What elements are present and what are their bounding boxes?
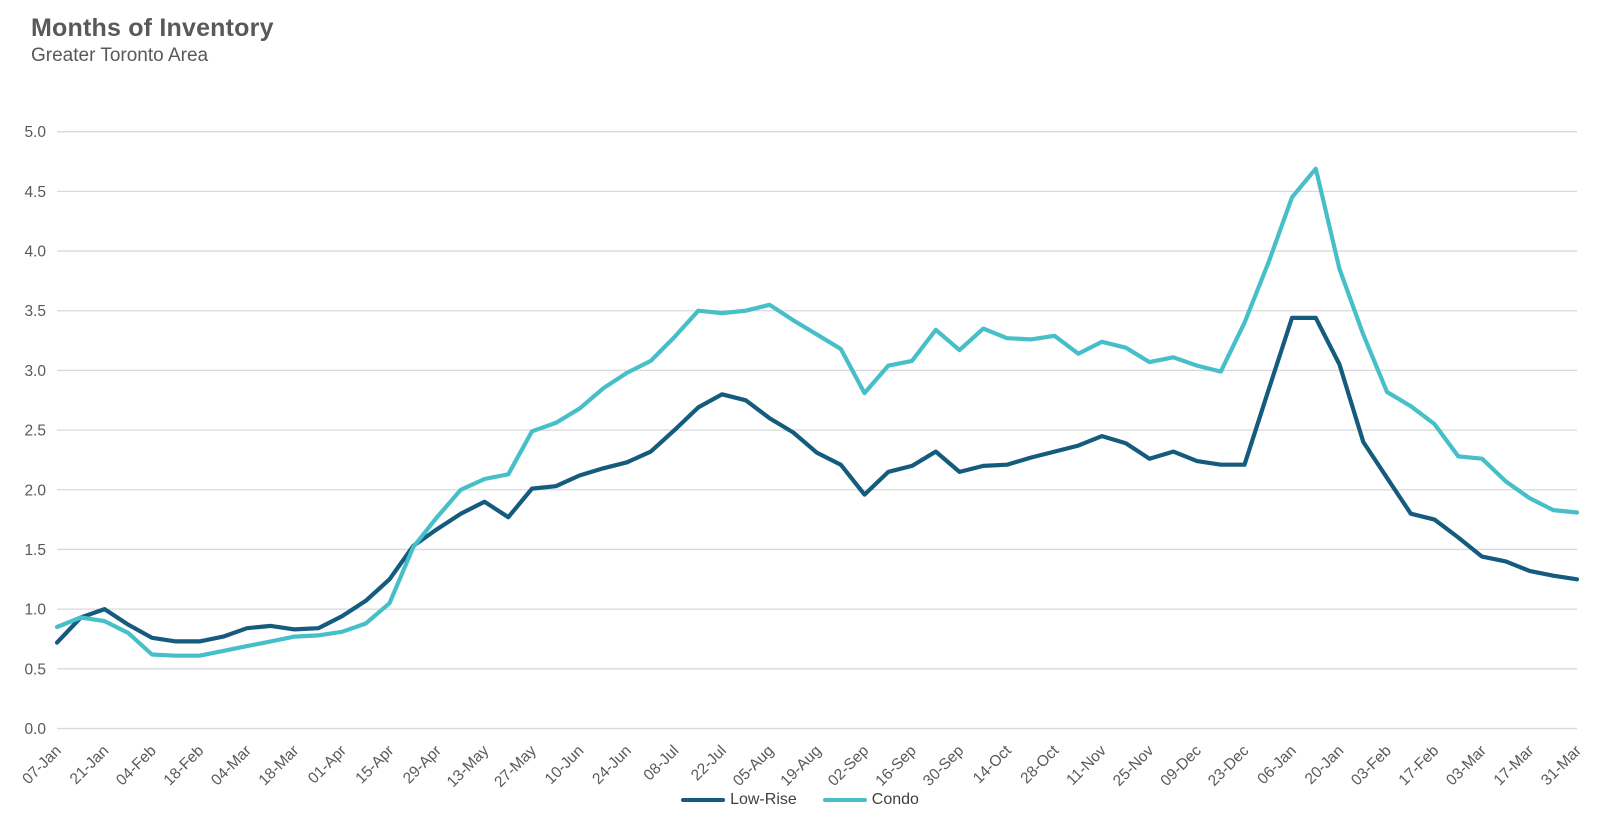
y-axis-tick-label: 3.0 <box>24 363 46 380</box>
x-axis-tick-label: 27-May <box>491 742 540 791</box>
y-axis-tick-label: 2.0 <box>24 482 46 499</box>
x-axis-tick-label: 20-Jan <box>1302 742 1348 788</box>
x-axis-tick-label: 31-Mar <box>1538 742 1585 789</box>
legend-item-low-rise: Low-Rise <box>681 791 797 809</box>
x-axis-tick-label: 10-Jun <box>542 742 588 788</box>
y-axis-tick-label: 0.0 <box>24 721 46 738</box>
chart-subtitle: Greater Toronto Area <box>31 45 209 66</box>
x-axis-tick-label: 14-Oct <box>970 742 1015 787</box>
x-axis-tick-label: 04-Mar <box>208 742 255 789</box>
x-axis-tick-label: 24-Jun <box>589 742 635 788</box>
x-axis-tick-label: 01-Apr <box>305 742 350 787</box>
y-axis-tick-label: 4.5 <box>24 184 46 201</box>
x-axis-tick-label: 04-Feb <box>113 742 160 789</box>
x-axis-tick-label: 03-Mar <box>1443 742 1490 789</box>
x-axis-tick-label: 07-Jan <box>19 742 65 788</box>
y-axis-tick-label: 4.0 <box>24 244 46 261</box>
x-axis-tick-label: 15-Apr <box>352 742 397 787</box>
chart-legend: Low-Rise Condo <box>0 791 1600 809</box>
x-axis-tick-label: 23-Dec <box>1205 742 1253 790</box>
x-axis-tick-label: 03-Feb <box>1348 742 1395 789</box>
x-axis-tick-label: 17-Mar <box>1491 742 1538 789</box>
legend-item-condo: Condo <box>822 791 919 809</box>
x-axis-tick-label: 25-Nov <box>1110 742 1158 790</box>
x-axis-tick-label: 05-Aug <box>730 742 777 789</box>
x-axis-tick-label: 22-Jul <box>688 742 730 784</box>
legend-label-condo: Condo <box>871 791 919 808</box>
x-axis-tick-label: 16-Sep <box>872 742 919 789</box>
x-axis-tick-label: 02-Sep <box>825 742 872 789</box>
y-axis-tick-label: 1.0 <box>24 602 46 619</box>
x-axis-tick-label: 19-Aug <box>777 742 824 789</box>
y-axis-tick-label: 2.5 <box>24 423 46 440</box>
series-line-condo <box>54 166 1580 658</box>
x-axis-tick-label: 06-Jan <box>1254 742 1300 788</box>
x-axis-tick-label: 13-May <box>444 742 493 791</box>
chart-header: Months of Inventory Greater Toronto Area <box>31 14 274 67</box>
x-axis-tick-label: 30-Sep <box>920 742 967 789</box>
x-axis-tick-label: 17-Feb <box>1396 742 1443 789</box>
x-axis-tick-label: 18-Mar <box>256 742 303 789</box>
legend-label-low-rise: Low-Rise <box>730 791 797 808</box>
legend-swatch-low-rise <box>681 797 726 803</box>
y-axis-tick-label: 5.0 <box>24 124 46 141</box>
y-axis-tick-label: 0.5 <box>24 661 46 678</box>
y-axis-tick-label: 3.5 <box>24 303 46 320</box>
x-axis-tick-label: 28-Oct <box>1017 742 1062 787</box>
x-axis-tick-label: 08-Jul <box>640 742 682 784</box>
x-axis-tick-label: 29-Apr <box>400 742 445 787</box>
y-axis-tick-label: 1.5 <box>24 542 46 559</box>
x-axis-tick-label: 09-Dec <box>1157 742 1205 790</box>
chart-title: Months of Inventory <box>31 14 274 42</box>
x-axis-tick-label: 11-Nov <box>1063 742 1110 789</box>
x-axis-tick-label: 21-Jan <box>67 742 113 788</box>
x-axis-tick-label: 18-Feb <box>161 742 208 789</box>
series-line-low-rise <box>54 315 1580 645</box>
legend-swatch-condo <box>822 797 867 803</box>
